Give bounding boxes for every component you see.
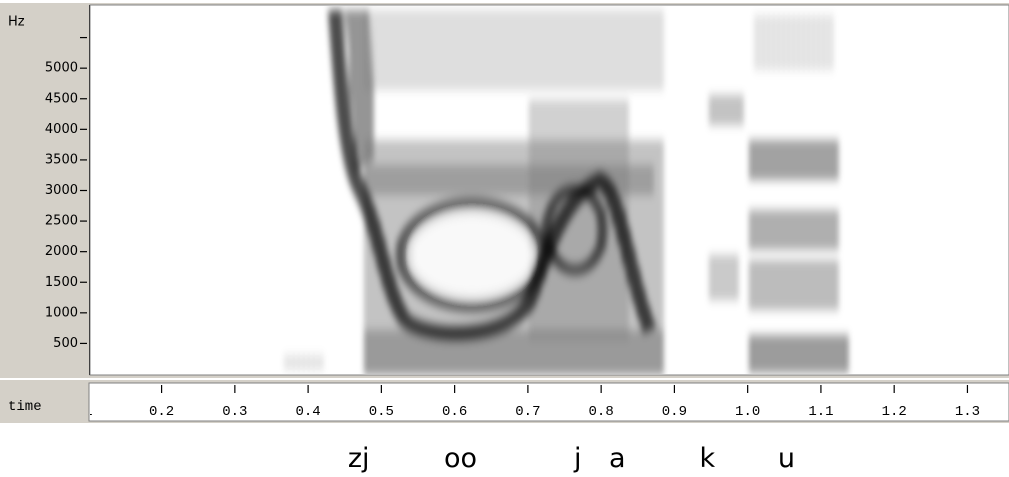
phoneme-label: k xyxy=(700,443,716,474)
time-axis-box xyxy=(88,382,1009,422)
x-tick-label: 1 xyxy=(84,404,92,420)
x-ticks: 1 0.2 0.3 0.4 0.5 0.6 0.7 0.8 0.9 1.0 1.1 1.2 1.3 xyxy=(84,385,980,420)
y-tick-label: 1000 xyxy=(45,305,78,320)
x-tick-label: 0.5 xyxy=(369,404,394,420)
y-tick-label: 4500 xyxy=(45,91,78,106)
x-tick-label: 0.3 xyxy=(222,404,247,420)
y-axis-label: Hz xyxy=(8,15,25,30)
y-tick-label: 3500 xyxy=(45,152,78,167)
y-tick-label: 1500 xyxy=(45,275,78,290)
x-tick-label: 0.7 xyxy=(515,404,540,420)
x-tick-label: 0.2 xyxy=(149,404,174,420)
spectrogram-image xyxy=(285,9,848,374)
y-tick-label: 5000 xyxy=(45,61,78,76)
x-axis-label: time xyxy=(8,399,42,415)
y-tick-label: 500 xyxy=(53,336,78,351)
x-tick-label: 1.1 xyxy=(808,404,833,420)
x-tick-label: 0.9 xyxy=(662,404,687,420)
phoneme-label: oo xyxy=(444,443,477,474)
x-tick-label: 0.6 xyxy=(442,404,467,420)
x-tick-label: 1.0 xyxy=(735,404,760,420)
y-tick-label: 4000 xyxy=(45,122,78,137)
y-tick-label: 3000 xyxy=(45,183,78,198)
x-tick-label: 0.4 xyxy=(296,404,321,420)
phoneme-label: j xyxy=(573,443,582,474)
phoneme-label: u xyxy=(778,443,795,474)
y-tick-label: 2500 xyxy=(45,214,78,229)
x-tick-label: 1.3 xyxy=(955,404,980,420)
y-tick-label: 2000 xyxy=(45,244,78,259)
x-tick-label: 0.8 xyxy=(589,404,614,420)
phoneme-label: zj xyxy=(348,443,370,474)
phoneme-label: a xyxy=(609,443,626,474)
x-tick-label: 1.2 xyxy=(882,404,907,420)
